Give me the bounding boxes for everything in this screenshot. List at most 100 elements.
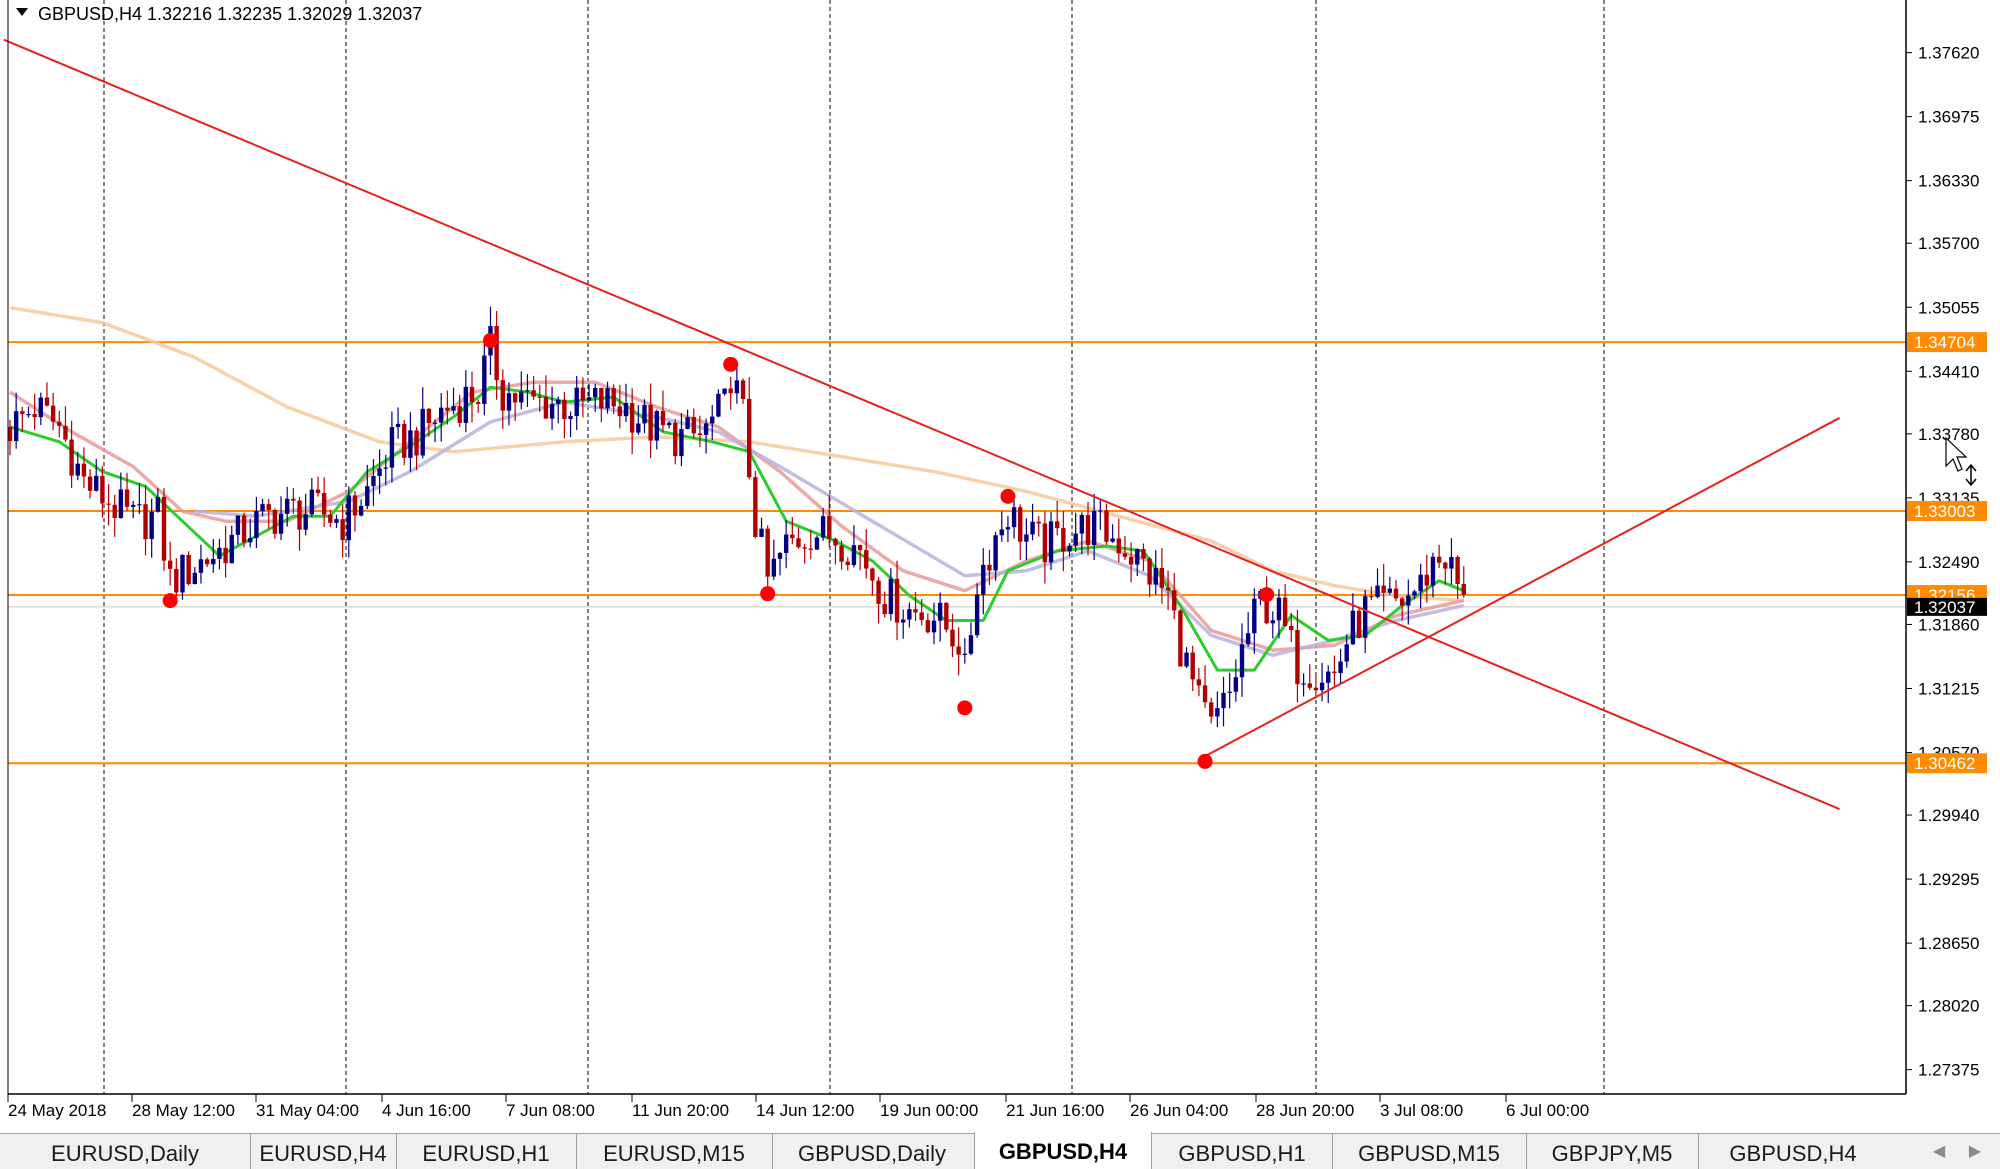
candle-body [241,515,247,543]
candle-body [457,406,462,423]
candle-body [87,476,93,491]
tab-gbpusd-daily[interactable]: GBPUSD,Daily [798,1141,946,1166]
candle-body [439,407,444,423]
trendlines[interactable] [3,38,1840,811]
candle-body [180,554,185,593]
candle-body [494,326,499,381]
tab-eurusd-m15[interactable]: EURUSD,M15 [576,1134,773,1169]
candle-body [395,423,401,428]
candle-body [987,564,992,571]
candle-body [365,486,370,506]
candle-body [901,619,906,623]
candle-body [57,421,62,426]
candle-body [20,411,25,415]
tab-gbpusd-h4-second[interactable]: GBPUSD,H4 [1729,1141,1857,1166]
candle-body [50,405,56,422]
current-price-tag-label: 1.32037 [1914,598,1975,617]
time-label: 4 Jun 16:00 [382,1101,471,1120]
candle-body [1326,671,1331,683]
candle-body [1363,596,1368,638]
time-label: 6 Jul 00:00 [1506,1101,1589,1120]
candle-body [1270,620,1275,624]
level-tag-bg [1907,332,1987,353]
candle-body [1178,610,1183,667]
candle-body [124,489,130,507]
candle-body [1344,644,1349,662]
time-label: 21 Jun 16:00 [1006,1101,1104,1120]
level-tag-bg [1907,500,1987,521]
candle-body [623,403,629,417]
candle-body [44,397,50,406]
price-chart[interactable]: 1.37620 1.36975 1.36330 1.35700 1.35055 1.344… [0,0,2000,1133]
candle-body [463,386,469,423]
candle-body [1443,562,1448,569]
current-price-tag-bg [1907,597,1987,616]
candle-body [1393,588,1399,599]
candle-body [1227,691,1232,693]
candle-body [549,403,555,419]
candle-body [500,380,505,411]
price-label: 1.36975 [1918,108,1979,127]
arrow-left-icon[interactable]: ◀ [1932,1143,1946,1160]
candle-body [648,404,653,441]
moving-average-line [9,380,1465,652]
candle-body [962,653,967,655]
candle-body [888,578,894,614]
tab-eurusd-h1[interactable]: EURUSD,H1 [396,1134,577,1169]
candle-body [408,430,413,458]
candle-body [1332,671,1337,674]
time-label: 26 Jun 04:00 [1130,1101,1228,1120]
candle-body [1301,683,1306,685]
tab-gbpusd-m15[interactable]: GBPUSD,M15 [1332,1134,1527,1169]
candle-body [1048,521,1054,563]
swing-point-marker [760,586,776,602]
candle-body [574,387,579,416]
candle-body [1018,507,1023,542]
candle-body [1221,692,1226,709]
swing-point-marker [957,700,973,716]
candle-body [1276,597,1282,621]
candle-body [1079,514,1085,534]
candle-body [32,414,37,418]
tab-gbpjpy-m5[interactable]: GBPJPY,M5 [1526,1134,1699,1169]
candle-body [81,463,87,477]
arrow-right-icon[interactable]: ▶ [1968,1143,1982,1160]
candle-body [882,603,887,614]
candle-body [919,612,924,621]
candle-body [777,552,783,559]
candle-body [845,561,850,566]
candle-body [26,414,31,416]
candle-body [722,388,727,394]
candle-body [1172,590,1177,611]
candle-body [75,463,80,476]
candle-body [211,558,216,565]
candle-body [1116,538,1121,554]
candle-body [235,515,241,535]
candle-body [808,548,813,550]
candle-body [309,489,315,515]
candle-body [1307,683,1312,688]
tab-eurusd-daily[interactable]: EURUSD,Daily [0,1134,251,1169]
swing-points[interactable] [162,333,1275,769]
tab-eurusd-h4[interactable]: EURUSD,H4 [250,1134,397,1169]
candle-body [254,511,259,539]
candle-body [266,504,271,510]
triangle-down-icon[interactable] [16,8,28,16]
price-label: 1.34410 [1918,362,1979,381]
tab-gbpusd-h4-active[interactable]: GBPUSD,H4 [974,1132,1152,1169]
candle-body [334,519,339,523]
candle-body [506,393,512,411]
tab-gbpusd-h1[interactable]: GBPUSD,H1 [1152,1134,1333,1169]
price-label: 1.37620 [1918,44,1979,63]
candle-body [328,514,333,523]
candle-body [278,513,284,534]
candle-body [186,554,191,584]
candle-body [445,407,450,411]
candle-body [321,493,327,515]
candle-body [1461,584,1466,595]
candle-body [106,503,111,505]
candle-body [1036,521,1041,524]
horizontal-levels[interactable] [8,341,1906,765]
candle-body [1289,625,1294,631]
candle-body [285,498,290,514]
